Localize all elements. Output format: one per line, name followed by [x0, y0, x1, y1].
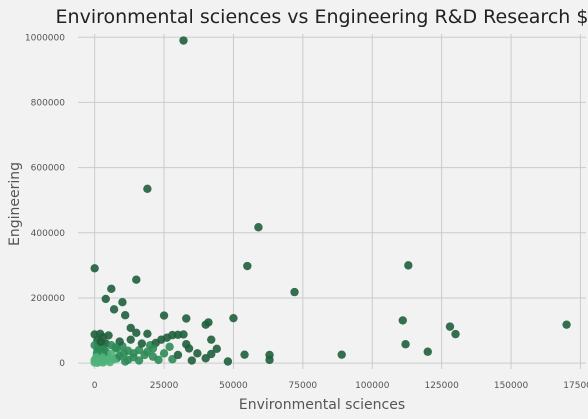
data-point	[265, 355, 274, 365]
data-point	[451, 329, 460, 339]
data-point	[243, 261, 252, 271]
x-axis-label: Environmental sciences	[239, 397, 405, 413]
x-tick-label: 150000	[494, 381, 529, 391]
y-tick-label: 600000	[31, 164, 66, 174]
y-tick-label: 200000	[31, 294, 66, 304]
data-point	[165, 342, 174, 352]
data-point	[148, 344, 158, 353]
data-point	[212, 344, 221, 353]
data-point	[120, 357, 130, 366]
data-point	[143, 329, 152, 339]
data-point	[104, 331, 113, 340]
data-point	[179, 330, 188, 339]
data-point	[404, 261, 413, 270]
data-point	[445, 322, 455, 331]
y-axis-label: Engineering	[7, 162, 23, 246]
data-point	[229, 313, 238, 323]
data-point	[223, 357, 233, 366]
data-point	[137, 339, 147, 348]
data-point	[401, 340, 410, 349]
grid-lines	[78, 34, 586, 369]
x-tick-label: 0	[92, 381, 98, 391]
data-point	[201, 354, 210, 363]
data-point	[193, 349, 202, 358]
y-tick-label: 1000000	[25, 33, 65, 43]
data-point	[173, 350, 183, 360]
data-point	[126, 335, 135, 344]
x-tick-label: 75000	[289, 381, 318, 391]
data-point	[179, 36, 188, 45]
data-point	[159, 349, 169, 358]
data-point	[99, 345, 108, 354]
data-point	[92, 353, 101, 362]
data-point	[337, 350, 346, 359]
data-point	[143, 184, 152, 193]
data-point	[159, 311, 169, 320]
data-point	[134, 345, 144, 355]
data-point	[240, 350, 249, 359]
y-tick-label: 800000	[31, 98, 66, 108]
chart-title: Environmental sciences vs Engineering R&…	[56, 6, 588, 28]
x-tick-label: 100000	[355, 381, 390, 391]
data-point	[126, 323, 135, 333]
data-point	[105, 357, 115, 367]
data-point	[201, 320, 210, 329]
data-point	[182, 314, 191, 323]
data-point	[132, 275, 141, 284]
x-tick-label: 175000	[563, 381, 588, 391]
data-point	[207, 335, 216, 344]
data-point	[134, 356, 144, 365]
data-point	[96, 337, 105, 347]
data-point	[562, 320, 571, 329]
data-point	[109, 305, 119, 314]
data-point	[187, 356, 197, 365]
x-tick-label: 50000	[219, 381, 248, 391]
data-point	[162, 333, 172, 342]
plot-area	[78, 34, 586, 369]
y-tick-labels: 0 200000 400000 600000 800000 1000000	[25, 33, 65, 369]
data-point	[111, 343, 120, 352]
data-point	[120, 311, 130, 320]
data-point	[423, 347, 432, 356]
x-tick-label: 125000	[424, 381, 459, 391]
data-points	[90, 36, 571, 368]
data-point	[290, 287, 299, 297]
data-point	[254, 223, 263, 232]
y-tick-label: 0	[59, 359, 65, 369]
data-point	[154, 355, 163, 365]
data-point	[115, 337, 124, 346]
data-point	[118, 297, 127, 307]
data-point	[101, 294, 110, 304]
y-tick-label: 400000	[31, 229, 66, 239]
data-point	[90, 264, 99, 273]
data-point	[119, 349, 129, 358]
data-point	[184, 344, 194, 353]
x-tick-label: 25000	[150, 381, 179, 391]
data-point	[107, 284, 116, 294]
data-point	[132, 328, 141, 338]
data-point	[398, 316, 407, 325]
x-tick-labels: 0 25000 50000 75000 100000 125000 150000 175000	[92, 381, 588, 391]
